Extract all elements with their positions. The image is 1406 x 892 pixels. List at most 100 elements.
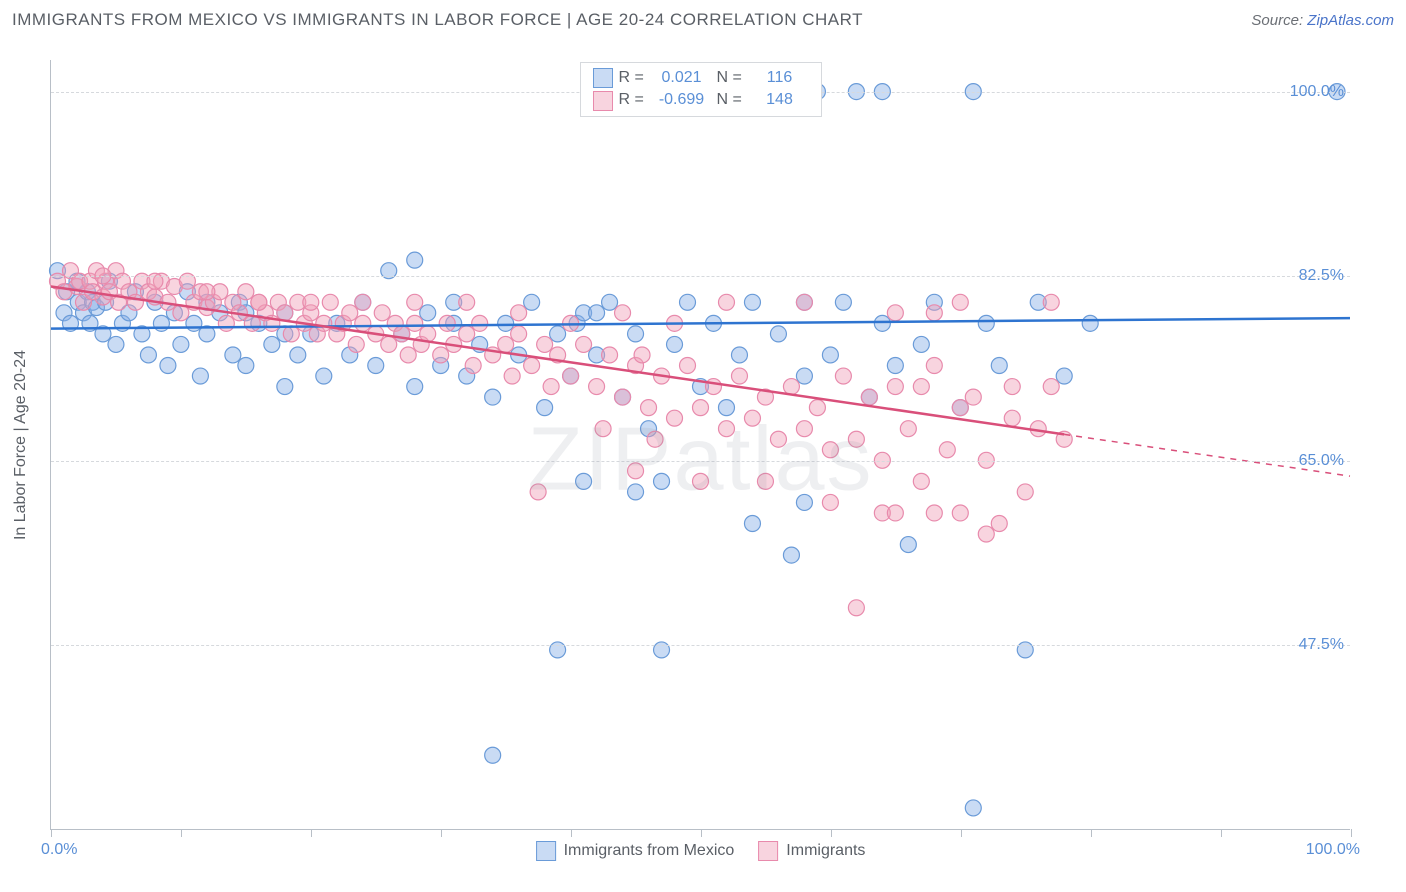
data-point-mexico	[160, 358, 176, 374]
data-point-mexico	[550, 642, 566, 658]
data-point-immigrants	[693, 400, 709, 416]
data-point-mexico	[1082, 315, 1098, 331]
gridline-h	[51, 276, 1350, 277]
data-point-mexico	[420, 305, 436, 321]
data-point-immigrants	[913, 473, 929, 489]
data-point-immigrants	[926, 358, 942, 374]
data-point-immigrants	[595, 421, 611, 437]
data-point-mexico	[498, 315, 514, 331]
data-point-immigrants	[641, 400, 657, 416]
data-point-mexico	[485, 747, 501, 763]
data-point-mexico	[316, 368, 332, 384]
data-point-mexico	[1056, 368, 1072, 384]
gridline-h	[51, 645, 1350, 646]
data-point-immigrants	[952, 294, 968, 310]
data-point-immigrants	[822, 442, 838, 458]
data-point-immigrants	[809, 400, 825, 416]
data-point-mexico	[822, 347, 838, 363]
data-point-immigrants	[887, 305, 903, 321]
data-point-immigrants	[848, 600, 864, 616]
data-point-immigrants	[374, 305, 390, 321]
data-point-immigrants	[887, 379, 903, 395]
x-tick	[51, 829, 52, 837]
data-point-immigrants	[407, 294, 423, 310]
data-point-immigrants	[511, 326, 527, 342]
data-point-mexico	[628, 484, 644, 500]
data-point-immigrants	[615, 389, 631, 405]
y-tick-label: 65.0%	[1299, 452, 1344, 470]
data-point-immigrants	[433, 347, 449, 363]
gridline-h	[51, 461, 1350, 462]
data-point-mexico	[173, 336, 189, 352]
data-point-mexico	[835, 294, 851, 310]
data-point-immigrants	[127, 294, 143, 310]
data-point-immigrants	[348, 336, 364, 352]
x-tick	[1221, 829, 1222, 837]
data-point-immigrants	[355, 315, 371, 331]
x-tick	[181, 829, 182, 837]
legend-swatch-mexico-b	[536, 841, 556, 861]
data-point-mexico	[654, 473, 670, 489]
regression-line-immigrants	[51, 286, 1064, 434]
data-point-immigrants	[602, 347, 618, 363]
data-point-immigrants	[965, 389, 981, 405]
legend-series: Immigrants from Mexico Immigrants	[536, 841, 866, 861]
data-point-immigrants	[744, 410, 760, 426]
data-point-mexico	[796, 368, 812, 384]
data-point-immigrants	[628, 463, 644, 479]
chart-title: IMMIGRANTS FROM MEXICO VS IMMIGRANTS IN …	[12, 10, 863, 30]
data-point-mexico	[628, 326, 644, 342]
data-point-immigrants	[543, 379, 559, 395]
data-point-immigrants	[926, 505, 942, 521]
data-point-mexico	[1017, 642, 1033, 658]
data-point-immigrants	[407, 315, 423, 331]
data-point-immigrants	[589, 379, 605, 395]
data-point-immigrants	[537, 336, 553, 352]
data-point-mexico	[225, 347, 241, 363]
legend-item-immigrants: Immigrants	[758, 841, 865, 861]
data-point-immigrants	[498, 336, 514, 352]
y-tick-label: 47.5%	[1299, 636, 1344, 654]
x-tick	[831, 829, 832, 837]
data-point-mexico	[796, 494, 812, 510]
data-point-mexico	[407, 379, 423, 395]
data-point-immigrants	[887, 505, 903, 521]
x-axis-min-label: 0.0%	[41, 841, 77, 859]
data-point-immigrants	[511, 305, 527, 321]
x-tick	[1091, 829, 1092, 837]
data-point-immigrants	[277, 305, 293, 321]
data-point-immigrants	[283, 326, 299, 342]
source-link[interactable]: ZipAtlas.com	[1307, 12, 1394, 29]
data-point-immigrants	[316, 315, 332, 331]
data-point-mexico	[913, 336, 929, 352]
x-tick	[1351, 829, 1352, 837]
data-point-immigrants	[322, 294, 338, 310]
data-point-mexico	[186, 315, 202, 331]
data-point-immigrants	[667, 410, 683, 426]
data-point-immigrants	[472, 315, 488, 331]
data-point-immigrants	[991, 516, 1007, 532]
data-point-immigrants	[796, 294, 812, 310]
data-point-mexico	[264, 336, 280, 352]
x-axis-max-label: 100.0%	[1306, 841, 1360, 859]
data-point-immigrants	[459, 326, 475, 342]
data-point-mexico	[550, 326, 566, 342]
data-point-immigrants	[400, 347, 416, 363]
data-point-immigrants	[465, 358, 481, 374]
data-point-mexico	[887, 358, 903, 374]
legend-swatch-mexico	[593, 68, 613, 88]
data-point-immigrants	[693, 473, 709, 489]
data-point-immigrants	[835, 368, 851, 384]
x-tick	[441, 829, 442, 837]
data-point-immigrants	[1017, 484, 1033, 500]
data-point-mexico	[537, 400, 553, 416]
data-point-immigrants	[634, 347, 650, 363]
data-point-immigrants	[939, 442, 955, 458]
data-point-mexico	[731, 347, 747, 363]
data-point-mexico	[485, 389, 501, 405]
data-point-immigrants	[524, 358, 540, 374]
data-point-mexico	[277, 379, 293, 395]
data-point-immigrants	[952, 400, 968, 416]
data-point-mexico	[744, 516, 760, 532]
data-point-immigrants	[783, 379, 799, 395]
